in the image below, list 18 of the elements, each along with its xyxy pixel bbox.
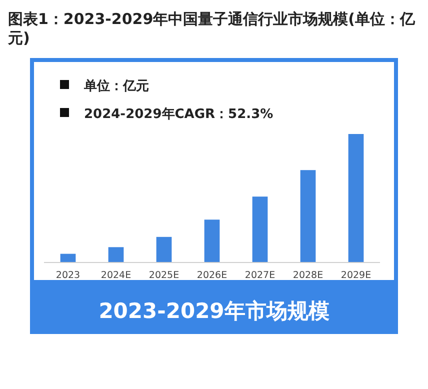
bar — [204, 220, 220, 262]
bar — [108, 247, 124, 262]
x-tick-label: 2024E — [100, 270, 132, 281]
x-tick-label: 2028E — [292, 270, 324, 281]
x-tick-label: 2026E — [196, 270, 228, 281]
x-tick-label: 2023 — [56, 270, 80, 281]
bar — [60, 254, 76, 262]
text: 2023-2029年市场规模 — [98, 299, 330, 323]
text: 2024-2029年CAGR：52.3% — [84, 107, 274, 122]
chart-title: 图表1：2023-2029年中国量子通信行业市场规模(单位：亿元) — [7, 10, 416, 47]
text: 单位：亿元 — [83, 78, 149, 94]
x-tick-label: 2029E — [340, 270, 372, 281]
bar — [348, 134, 364, 262]
x-tick-label: 2027E — [244, 270, 276, 281]
bar — [156, 236, 172, 262]
bar — [300, 170, 316, 262]
bar — [252, 196, 268, 262]
x-tick-label: 2025E — [148, 270, 180, 281]
